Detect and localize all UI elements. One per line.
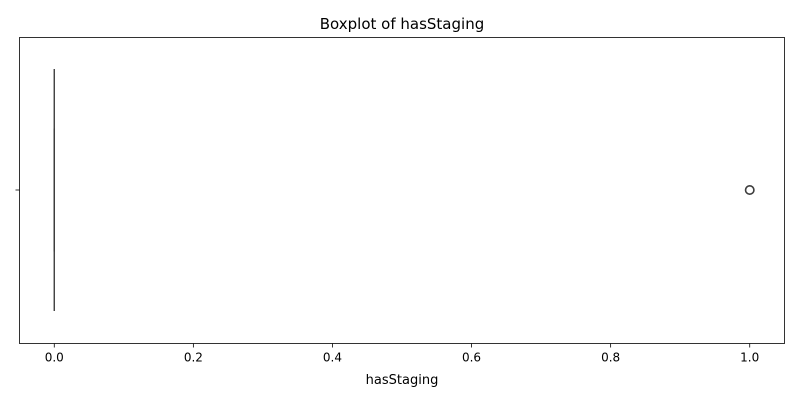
x-tick-label: 0.4 xyxy=(323,351,342,365)
x-tick-label: 0.8 xyxy=(601,351,620,365)
x-axis: 0.0 0.2 0.4 0.6 0.8 1.0 xyxy=(45,343,759,365)
x-tick-label: 0.0 xyxy=(45,351,64,365)
box-element xyxy=(53,69,755,311)
outlier-point xyxy=(744,185,755,196)
plot-area-frame xyxy=(19,37,785,344)
chart-title: Boxplot of hasStaging xyxy=(320,15,484,33)
x-tick-label: 0.6 xyxy=(462,351,481,365)
x-tick-label: 1.0 xyxy=(740,351,759,365)
x-tick-label: 0.2 xyxy=(184,351,203,365)
x-axis-label: hasStaging xyxy=(366,373,439,388)
